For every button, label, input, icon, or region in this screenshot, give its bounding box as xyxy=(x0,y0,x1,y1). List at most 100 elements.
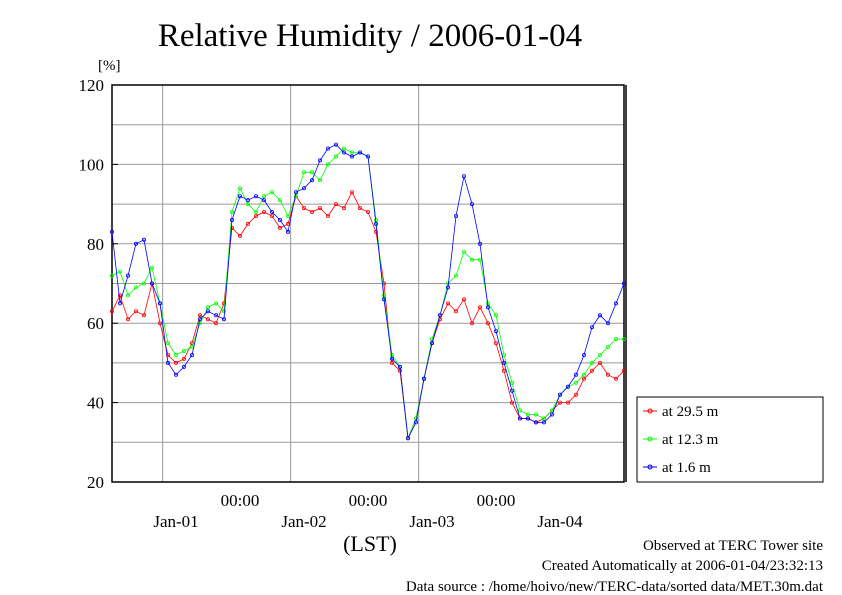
data-point xyxy=(126,273,131,278)
data-point xyxy=(189,352,194,357)
data-point xyxy=(518,408,523,413)
data-point xyxy=(357,150,362,155)
x-date-label-2: Jan-02 xyxy=(281,512,326,531)
series-2 xyxy=(110,146,627,441)
footer-source: Data source : /home/hoivo/new/TERC-data/… xyxy=(406,579,824,595)
data-point xyxy=(157,301,162,306)
data-point xyxy=(325,146,330,151)
x-time-label-2: 00:00 xyxy=(349,491,388,510)
data-point xyxy=(141,281,146,286)
data-point xyxy=(165,352,170,357)
data-point xyxy=(118,301,123,306)
data-point xyxy=(245,198,250,203)
data-point xyxy=(493,329,498,334)
data-point xyxy=(165,341,170,346)
data-point xyxy=(261,194,266,199)
data-point xyxy=(485,321,490,326)
legend-marker-3 xyxy=(647,464,653,470)
y-tick-label-120: 120 xyxy=(79,76,105,95)
data-point xyxy=(614,376,619,381)
data-point xyxy=(309,209,314,214)
data-point xyxy=(501,368,506,373)
data-point xyxy=(110,309,115,314)
x-axis-label: (LST) xyxy=(343,531,397,556)
grid-lines xyxy=(112,85,624,482)
data-point xyxy=(197,317,202,322)
data-point xyxy=(237,233,242,238)
data-point xyxy=(509,388,514,393)
data-point xyxy=(542,420,547,425)
data-point xyxy=(453,273,458,278)
data-point xyxy=(566,400,571,405)
data-point xyxy=(429,337,434,342)
data-point xyxy=(397,364,402,369)
legend: at 29.5 m at 12.3 m at 1.6 m xyxy=(636,396,824,483)
data-point xyxy=(582,372,587,377)
data-point xyxy=(582,352,587,357)
data-point xyxy=(309,178,314,183)
data-point xyxy=(558,400,563,405)
x-time-label-1: 00:00 xyxy=(221,491,260,510)
chart-title: Relative Humidity / 2006-01-04 xyxy=(158,18,582,54)
data-point xyxy=(325,213,330,218)
series-line-1 xyxy=(111,191,625,439)
data-point xyxy=(598,352,603,357)
data-point xyxy=(253,194,258,199)
data-point xyxy=(213,301,218,306)
y-tick-label-100: 100 xyxy=(79,155,105,174)
data-point xyxy=(405,436,410,441)
data-point xyxy=(229,209,234,214)
data-point xyxy=(261,198,266,203)
data-point xyxy=(509,400,514,405)
data-point xyxy=(181,364,186,369)
data-point xyxy=(606,321,611,326)
data-point xyxy=(622,281,627,286)
data-point xyxy=(469,257,474,262)
data-point xyxy=(157,321,162,326)
data-point xyxy=(558,392,563,397)
data-point xyxy=(518,416,523,421)
data-point xyxy=(173,372,178,377)
data-point xyxy=(110,229,115,234)
data-point xyxy=(133,241,138,246)
data-point xyxy=(205,317,210,322)
x-date-label-1: Jan-01 xyxy=(153,512,198,531)
data-point xyxy=(181,348,186,353)
data-point xyxy=(269,209,274,214)
x-date-label-3: Jan-03 xyxy=(409,512,454,531)
data-point xyxy=(277,198,282,203)
data-point xyxy=(325,162,330,167)
data-point xyxy=(501,360,506,365)
data-point xyxy=(261,209,266,214)
data-point xyxy=(237,194,242,199)
data-point xyxy=(277,225,282,230)
data-point xyxy=(461,174,466,179)
data-point xyxy=(181,356,186,361)
data-point xyxy=(245,202,250,207)
data-point xyxy=(509,380,514,385)
data-point xyxy=(566,384,571,389)
data-point xyxy=(197,321,202,326)
data-point xyxy=(173,352,178,357)
data-point xyxy=(598,360,603,365)
data-point xyxy=(173,360,178,365)
data-point xyxy=(149,265,154,270)
data-point xyxy=(221,317,226,322)
data-point xyxy=(317,206,322,211)
data-point xyxy=(550,412,555,417)
data-point xyxy=(413,416,418,421)
data-point xyxy=(526,412,531,417)
x-date-label-4: Jan-04 xyxy=(537,512,583,531)
legend-marker-2 xyxy=(647,436,653,442)
data-point xyxy=(269,213,274,218)
data-point xyxy=(149,281,154,286)
data-point xyxy=(133,285,138,290)
data-point xyxy=(349,154,354,159)
data-point xyxy=(333,202,338,207)
series-line-2 xyxy=(111,148,624,439)
data-point xyxy=(126,293,131,298)
y-tick-label-60: 60 xyxy=(87,314,104,333)
data-point xyxy=(357,206,362,211)
data-point xyxy=(285,213,290,218)
